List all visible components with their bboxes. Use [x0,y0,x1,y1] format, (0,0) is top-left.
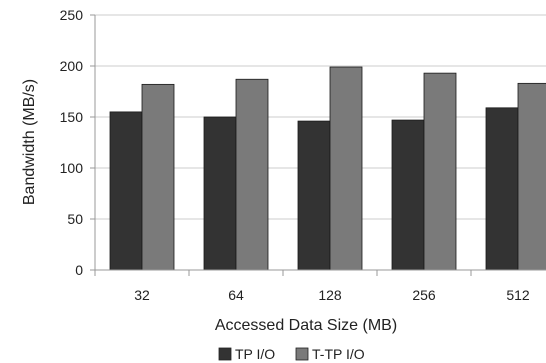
bar-tp-i-o-256 [391,119,425,271]
legend-swatch-tp-io [218,347,232,361]
x-tick-label: 32 [134,287,150,303]
y-tick-label: 150 [60,109,84,125]
y-tick-label: 50 [67,211,83,227]
bar-tp-i-o-32 [109,111,143,271]
y-tick-label: 100 [60,160,84,176]
bar-t-tp-i-o-32 [141,83,175,271]
bar-t-tp-i-o-64 [235,78,269,271]
legend-swatch-t-tp-io [295,347,309,361]
x-tick-label: 64 [228,287,244,303]
bar-tp-i-o-128 [297,120,331,271]
y-tick-label: 0 [75,262,83,278]
y-tick-labels: 0 50 100 150 200 250 [60,7,84,278]
x-axis-title: Accessed Data Size (MB) [215,317,397,334]
x-tick-label: 256 [412,287,436,303]
bar-tp-i-o-64 [203,116,237,271]
axes [94,15,546,271]
bar-t-tp-i-o-128 [329,66,363,271]
x-tick-label: 512 [506,287,530,303]
legend-label-tp-io: TP I/O [235,346,275,362]
y-tick-label: 200 [60,58,84,74]
legend-label-t-tp-io: T-TP I/O [312,346,365,362]
x-tick-labels: 32 64 128 256 512 [134,287,530,303]
y-tick-label: 250 [60,7,84,23]
y-axis-title: Bandwidth (MB/s) [21,79,38,205]
x-tick-label: 128 [318,287,342,303]
legend: TP I/O T-TP I/O [218,346,365,362]
bar-tp-i-o-512 [485,107,519,271]
bars [94,66,546,276]
bar-t-tp-i-o-512 [517,82,546,271]
bar-t-tp-i-o-256 [423,72,457,271]
